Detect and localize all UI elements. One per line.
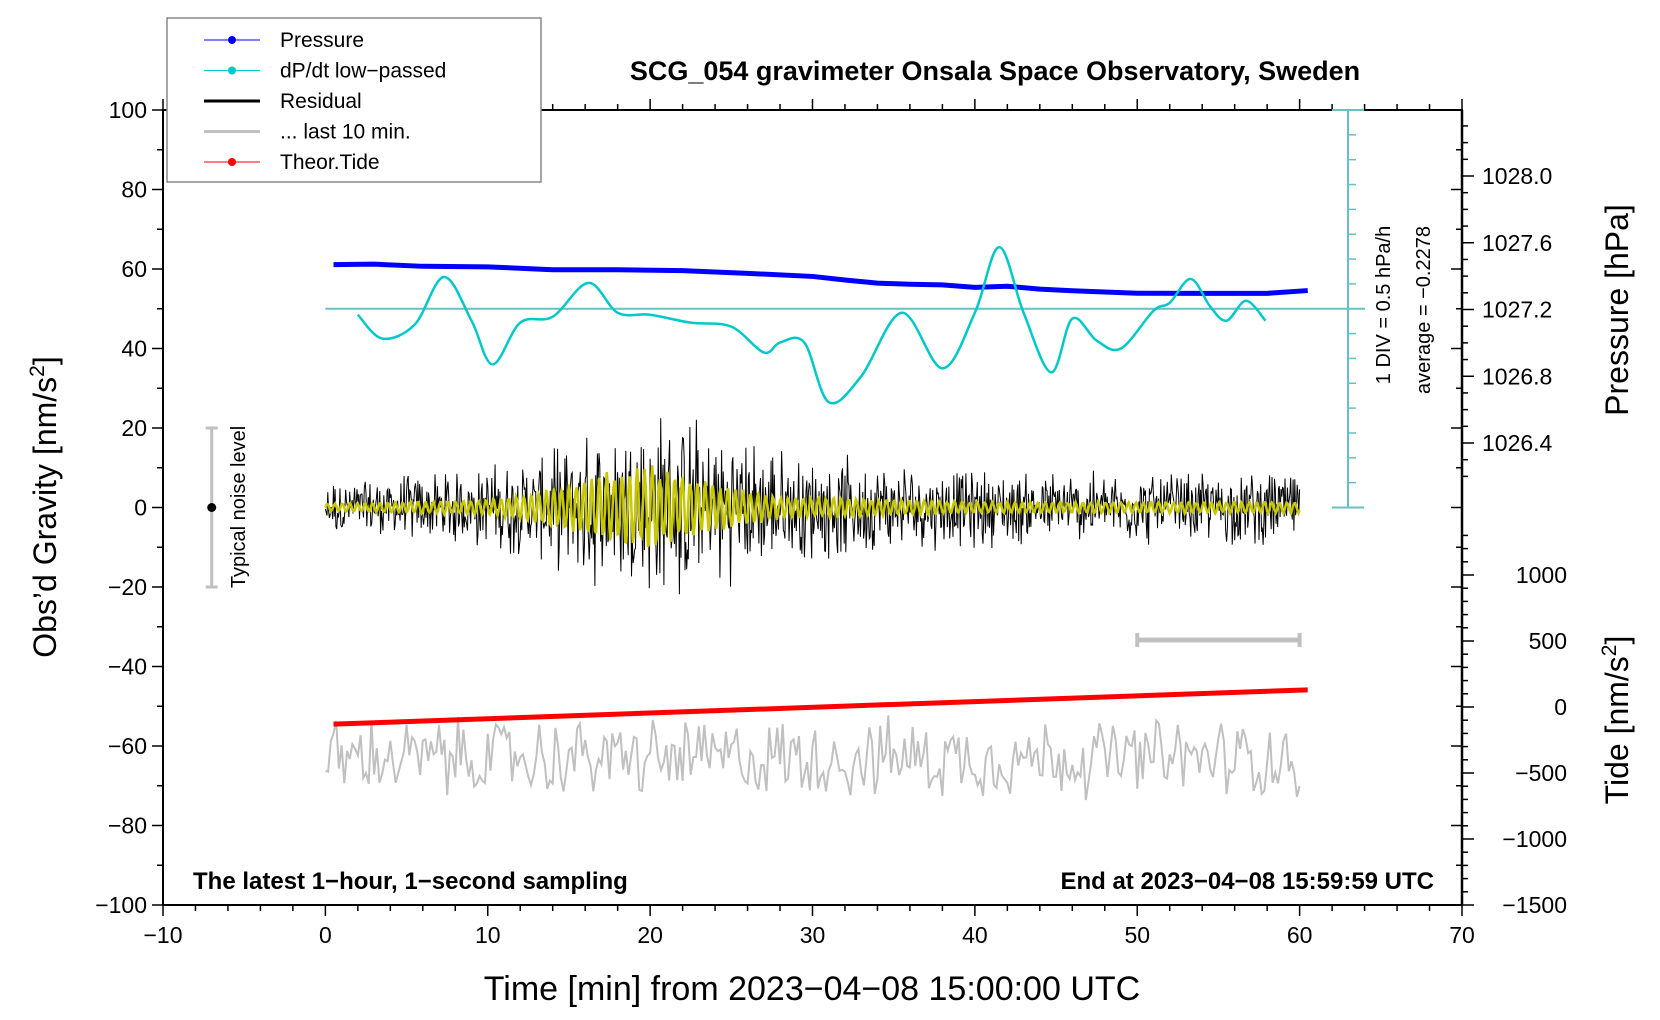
y-tick-label: −40	[108, 654, 147, 680]
legend-label: Residual	[280, 90, 362, 113]
legend-label: ... last 10 min.	[280, 121, 411, 144]
y-tick-label: 20	[121, 415, 147, 441]
y-tick-label: 60	[121, 256, 147, 282]
series-theor-tide	[333, 687, 1308, 727]
legend-entry: dP/dt low−passed	[204, 60, 446, 83]
noise-center-dot	[207, 503, 217, 512]
y-axis-title-sup: 2	[26, 365, 49, 377]
tide-axis-title: Tide [nm/s2]	[1598, 636, 1635, 805]
y-tick-label: −60	[108, 733, 147, 759]
tide-tick-label: 1000	[1516, 562, 1567, 588]
x-tick-label: 50	[1124, 922, 1150, 948]
legend-label: Theor.Tide	[280, 151, 380, 174]
noise-label: Typical noise level	[228, 426, 250, 588]
chart-title: SCG_054 gravimeter Onsala Space Observat…	[630, 56, 1360, 86]
pressure-tick-label: 1028.0	[1482, 163, 1552, 189]
last-10-min-bar	[1135, 633, 1302, 647]
y-tick-label: 100	[109, 97, 147, 123]
legend-label: Pressure	[280, 29, 364, 52]
tide-axis-title-end: ]	[1599, 636, 1635, 645]
pressure-tick-label: 1027.6	[1482, 230, 1552, 256]
legend-entry: Theor.Tide	[204, 151, 380, 174]
series-dpdt	[356, 245, 1267, 405]
tide-tick-label: −1500	[1502, 892, 1567, 918]
x-tick-label: −10	[143, 922, 182, 948]
pressure-tick-label: 1027.2	[1482, 297, 1552, 323]
legend-swatch-dot	[228, 66, 236, 75]
bottom-right-note: End at 2023−04−08 15:59:59 UTC	[1060, 868, 1434, 895]
typical-noise-bar: Typical noise level	[205, 426, 250, 589]
pressure-axis-title: Pressure [hPa]	[1599, 204, 1635, 416]
y-axis-title: Obs’d Gravity [nm/s2]	[26, 356, 63, 658]
x-tick-label: 20	[637, 922, 663, 948]
y-axis-title-end: ]	[27, 356, 63, 365]
x-tick-label: 40	[962, 922, 988, 948]
y-tick-label: 80	[121, 177, 147, 203]
y-tick-label: 0	[134, 495, 147, 521]
legend: Pressure dP/dt low−passed Residual ... last…	[166, 17, 542, 183]
tide-tick-label: −500	[1515, 760, 1567, 786]
legend-entry: Residual	[204, 90, 362, 113]
series-pressure	[333, 261, 1308, 296]
x-axis-title: Time [min] from 2023−04−08 15:00:00 UTC	[484, 970, 1140, 1008]
y-tick-label: 40	[121, 336, 147, 362]
legend-swatch-dot	[228, 158, 236, 166]
x-axis: −10 0 10 20 30 40 50 60 70	[143, 99, 1475, 948]
x-tick-label: 0	[319, 922, 332, 948]
pressure-tick-label: 1026.8	[1482, 363, 1552, 389]
x-tick-label: 60	[1287, 922, 1313, 948]
series-residual-lowpassed	[324, 465, 1301, 548]
y-tick-label: −100	[95, 892, 147, 918]
tide-axis-title-main: Tide [nm/s	[1599, 656, 1635, 804]
x-tick-label: 10	[475, 922, 501, 948]
bottom-left-note: The latest 1−hour, 1−second sampling	[193, 868, 628, 895]
y-axis-pressure: 1028.0 1027.6 1027.2 1026.8 1026.4	[1462, 125, 1553, 478]
pressure-tick-label: 1026.4	[1482, 430, 1553, 456]
series-layer	[324, 245, 1365, 801]
y-axis-tide: 1000 500 0 −500 −1000 −1500	[1460, 110, 1567, 918]
tide-tick-label: 500	[1529, 628, 1567, 654]
legend-entry: ... last 10 min.	[204, 121, 411, 144]
tide-tick-label: −1000	[1502, 826, 1567, 852]
y-axis-title-main: Obs’d Gravity [nm/s	[27, 377, 63, 658]
legend-entry: Pressure	[204, 29, 364, 52]
tide-tick-label: 0	[1554, 694, 1567, 720]
y-tick-label: −20	[108, 574, 147, 600]
series-last-10-min	[325, 715, 1301, 801]
dpdt-average-label: average = −0.2278	[1413, 226, 1435, 394]
legend-label: dP/dt low−passed	[280, 60, 446, 83]
y-axis-gravity: 100 80 60 40 20 0 −20 −40 −60 −80 −100	[95, 97, 1462, 918]
x-tick-label: 70	[1449, 922, 1475, 948]
legend-swatch-dot	[228, 36, 236, 44]
dpdt-scale-label: 1 DIV = 0.5 hPa/h	[1373, 226, 1395, 384]
x-tick-label: 30	[800, 922, 826, 948]
y-tick-label: −80	[108, 813, 147, 839]
tide-axis-title-sup: 2	[1598, 645, 1621, 657]
